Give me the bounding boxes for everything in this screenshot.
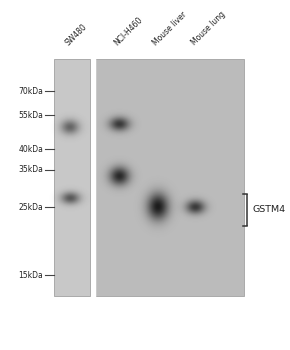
Text: 55kDa: 55kDa bbox=[18, 111, 43, 120]
Bar bbox=[95, 59, 244, 296]
Text: 15kDa: 15kDa bbox=[19, 271, 43, 280]
Text: 35kDa: 35kDa bbox=[18, 165, 43, 174]
Text: NCI-H460: NCI-H460 bbox=[113, 15, 144, 47]
Text: Mouse liver: Mouse liver bbox=[152, 9, 189, 47]
Bar bbox=[54, 59, 90, 296]
Text: 70kDa: 70kDa bbox=[18, 87, 43, 96]
Text: 40kDa: 40kDa bbox=[18, 145, 43, 154]
Text: GSTM4: GSTM4 bbox=[252, 205, 285, 214]
Text: SW480: SW480 bbox=[64, 22, 89, 47]
Text: Mouse lung: Mouse lung bbox=[189, 9, 227, 47]
Text: 25kDa: 25kDa bbox=[19, 203, 43, 212]
